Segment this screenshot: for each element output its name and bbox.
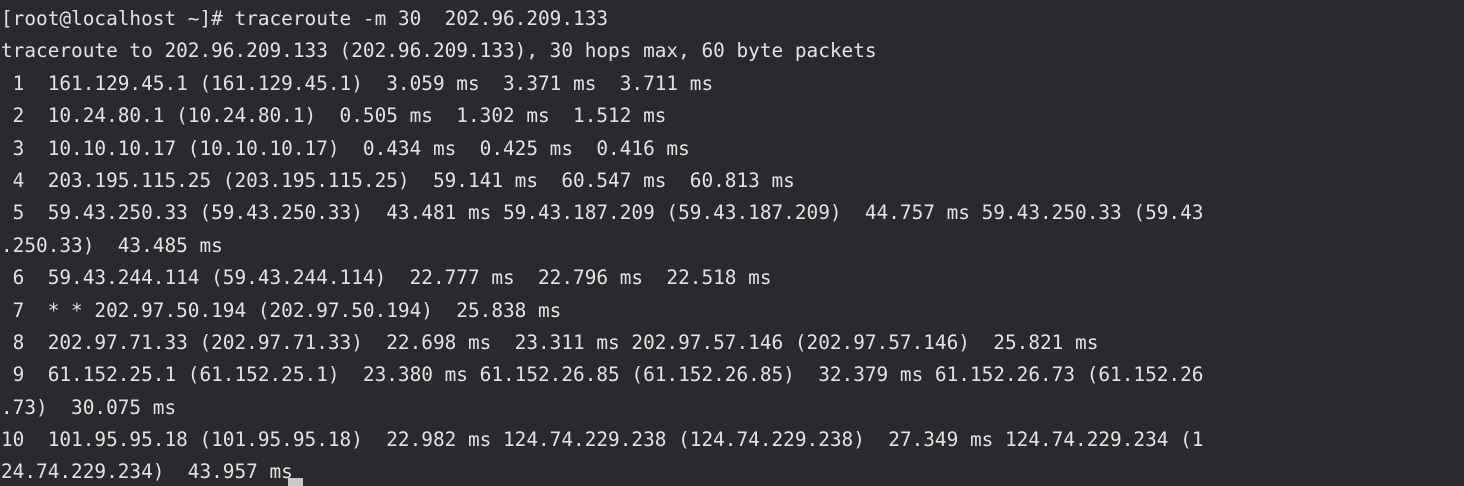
terminal-line-hop-5-wrap: .250.33) 43.485 ms xyxy=(1,233,223,257)
terminal-line-hop-7: 7 * * 202.97.50.194 (202.97.50.194) 25.8… xyxy=(1,298,562,322)
terminal-output-buffer[interactable]: [root@localhost ~]# traceroute -m 30 202… xyxy=(1,3,1464,486)
terminal-line-traceroute-header: traceroute to 202.96.209.133 (202.96.209… xyxy=(1,39,877,63)
terminal-line-hop-1: 1 161.129.45.1 (161.129.45.1) 3.059 ms 3… xyxy=(1,71,714,95)
terminal-line-hop-3: 3 10.10.10.17 (10.10.10.17) 0.434 ms 0.4… xyxy=(1,136,690,160)
terminal-line-hop-8: 8 202.97.71.33 (202.97.71.33) 22.698 ms … xyxy=(1,330,1099,354)
terminal-line-hop-5: 5 59.43.250.33 (59.43.250.33) 43.481 ms … xyxy=(1,201,1204,225)
terminal-line-hop-2: 2 10.24.80.1 (10.24.80.1) 0.505 ms 1.302… xyxy=(1,104,667,128)
terminal-line-hop-4: 4 203.195.115.25 (203.195.115.25) 59.141… xyxy=(1,168,795,192)
terminal-line-hop-10: 10 101.95.95.18 (101.95.95.18) 22.982 ms… xyxy=(1,428,1204,452)
terminal-line-hop-9-wrap: .73) 30.075 ms xyxy=(1,395,177,419)
terminal-line-hop-9: 9 61.152.25.1 (61.152.25.1) 23.380 ms 61… xyxy=(1,363,1204,387)
terminal-line-hop-10-wrap: 24.74.229.234) 43.957 ms xyxy=(1,460,293,484)
terminal-line-prompt-command: [root@localhost ~]# traceroute -m 30 202… xyxy=(1,7,609,30)
terminal-cursor xyxy=(288,478,303,486)
terminal-line-hop-6: 6 59.43.244.114 (59.43.244.114) 22.777 m… xyxy=(1,266,772,290)
